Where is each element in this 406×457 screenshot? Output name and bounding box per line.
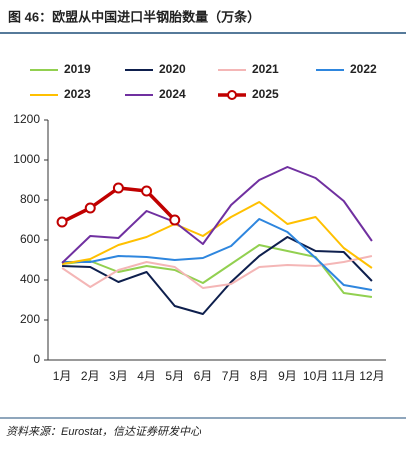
- y-tick-label: 1000: [13, 152, 40, 166]
- point: [141, 185, 153, 197]
- series-line: [61, 201, 373, 269]
- point: [169, 214, 181, 226]
- legend-label: 2019: [64, 62, 91, 76]
- chart-title: 图 46：欧盟从中国进口半钢胎数量（万条）: [8, 9, 260, 24]
- legend-label: 2020: [159, 62, 186, 76]
- point: [84, 202, 96, 214]
- x-tick-label: 12月: [359, 369, 384, 383]
- y-tick-label: 400: [20, 272, 40, 286]
- y-tick-label: 0: [33, 352, 40, 366]
- y-tick-label: 600: [20, 232, 40, 246]
- point: [56, 216, 68, 228]
- legend-label: 2024: [159, 87, 186, 101]
- y-tick-label: 1200: [13, 112, 40, 126]
- x-tick-label: 2月: [81, 369, 100, 383]
- legend-label: 2021: [252, 62, 279, 76]
- y-tick-label: 200: [20, 312, 40, 326]
- x-tick-label: 8月: [250, 369, 269, 383]
- x-tick-label: 5月: [165, 369, 184, 383]
- series-line: [62, 236, 373, 315]
- series-line: [61, 166, 373, 264]
- legend-label: 2023: [64, 87, 91, 101]
- source: 资料来源：Eurostat，信达证券研发中心: [6, 425, 202, 438]
- x-tick-label: 3月: [109, 369, 128, 383]
- legend-label: 2022: [350, 62, 377, 76]
- x-tick-label: 7月: [222, 369, 241, 383]
- x-tick-label: 6月: [194, 369, 213, 383]
- series-line: [62, 218, 373, 291]
- legend-label: 2025: [252, 87, 279, 101]
- x-tick-label: 4月: [137, 369, 156, 383]
- x-tick-label: 11月: [332, 369, 356, 383]
- x-tick-label: 1月: [53, 369, 72, 383]
- series-line: [61, 255, 373, 289]
- x-tick-label: 9月: [278, 369, 297, 383]
- point: [112, 182, 124, 194]
- x-tick-label: 10月: [303, 369, 328, 383]
- legend-marker: [227, 90, 237, 100]
- y-tick-label: 800: [20, 192, 40, 206]
